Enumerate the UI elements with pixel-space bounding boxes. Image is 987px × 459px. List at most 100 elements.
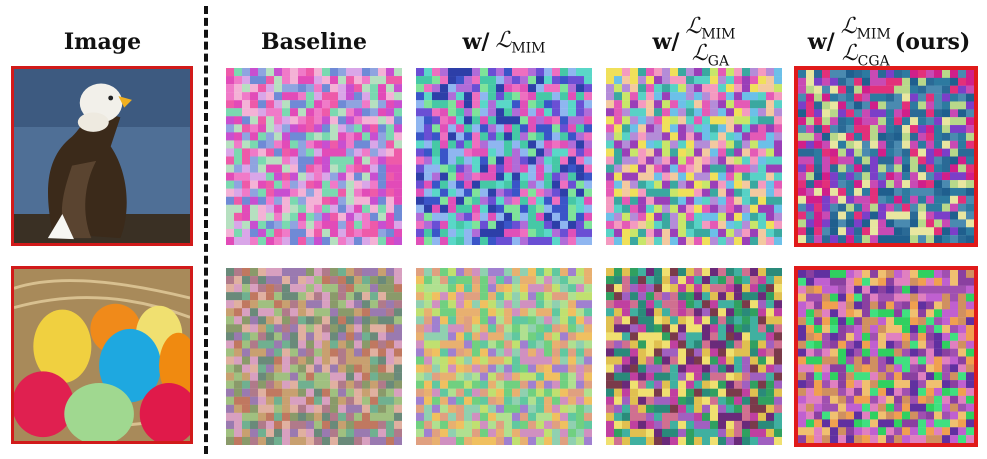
mosaic-cell [758, 276, 767, 285]
mosaic-cell [934, 356, 943, 365]
mosaic-cell [274, 404, 283, 413]
mosaic-cell [718, 332, 727, 341]
mosaic-cell [798, 403, 807, 412]
mosaic-cell [266, 156, 275, 165]
mosaic-cell [448, 412, 457, 422]
mosaic-cell [512, 124, 521, 133]
mosaic-cell [638, 292, 647, 301]
mosaic-cell [622, 428, 631, 438]
mosaic-cell [718, 132, 727, 141]
mosaic-cell [894, 235, 903, 243]
mosaic-cell [862, 195, 871, 204]
mosaic-cell [512, 412, 521, 422]
mosaic-cell [854, 340, 863, 349]
mosaic-cell [448, 172, 457, 181]
mosaic-cell [806, 317, 815, 326]
mosaic-cell [958, 164, 967, 173]
mosaic-cell [504, 404, 513, 413]
mosaic-cell [646, 180, 655, 189]
mosaic-cell [942, 411, 951, 420]
mosaic-cell [290, 92, 299, 101]
mosaic-cell [766, 156, 775, 165]
mosaic-cell [528, 436, 537, 445]
mosaic-cell [386, 372, 395, 381]
mosaic-cell [718, 228, 727, 238]
mosaic-cell [694, 380, 703, 389]
mosaic-cell [646, 84, 655, 93]
mosaic-cell [536, 316, 545, 325]
mosaic-cell [726, 108, 735, 117]
mosaic-cell [448, 388, 457, 397]
mosaic-cell [354, 116, 363, 125]
mosaic-cell [942, 203, 951, 212]
mosaic-cell [806, 187, 815, 196]
mosaic-cell [718, 92, 727, 101]
mosaic-cell [830, 270, 839, 279]
mosaic-cell [456, 268, 465, 277]
mosaic-cell [958, 387, 967, 396]
mosaic-cell [886, 156, 895, 165]
mosaic-cell [902, 277, 911, 286]
mosaic-cell [346, 396, 355, 405]
mosaic-cell [464, 84, 473, 93]
mosaic-cell [926, 156, 935, 165]
mosaic-cell [416, 396, 425, 405]
mosaic-cell [702, 236, 711, 245]
mosaic-cell [394, 308, 402, 317]
mosaic-cell [338, 292, 347, 301]
mosaic-cell [806, 156, 815, 165]
mosaic-cell [266, 340, 275, 349]
mosaic-cell [750, 76, 759, 85]
mosaic-cell [314, 76, 323, 85]
mosaic-cell [910, 172, 919, 181]
mosaic-cell [472, 108, 481, 117]
mosaic-cell [758, 324, 767, 333]
mosaic-cell [386, 100, 395, 109]
mosaic-cell [314, 132, 323, 141]
mosaic-cell [370, 84, 379, 93]
mosaic-cell [614, 228, 623, 238]
mosaic-cell [440, 212, 449, 222]
mosaic-cell [370, 220, 379, 230]
mosaic-cell [774, 156, 782, 165]
mosaic-cell [662, 388, 671, 397]
mosaic-cell [950, 156, 959, 165]
mosaic-cell [242, 308, 251, 317]
mosaic-cell [918, 419, 927, 428]
mosaic-cell [958, 285, 967, 294]
mosaic-cell [958, 270, 967, 279]
mosaic-cell [870, 309, 879, 318]
mosaic-cell [894, 395, 903, 404]
mosaic-cell [638, 116, 647, 125]
mosaic-cell [314, 364, 323, 373]
mosaic-cell [354, 412, 363, 422]
mosaic-cell [568, 236, 577, 245]
mosaic-cell [902, 211, 911, 220]
mosaic-cell [910, 109, 919, 118]
mosaic-cell [520, 148, 529, 157]
mosaic-cell [806, 125, 815, 134]
mosaic-cell [774, 428, 782, 438]
mosaic-cell [322, 84, 331, 93]
mosaic-cell [432, 324, 441, 333]
mosaic-cell [950, 270, 959, 279]
mosaic-cell [536, 108, 545, 117]
mosaic-cell [718, 180, 727, 189]
mosaic-cell [822, 309, 831, 318]
mosaic-cell [266, 116, 275, 125]
mosaic-cell [966, 148, 974, 157]
mosaic-cell [814, 309, 823, 318]
mosaic-cell [282, 428, 291, 438]
mosaic-cell [338, 92, 347, 101]
mosaic-cell [528, 212, 537, 222]
mosaic-cell [456, 348, 465, 357]
mosaic-cell [942, 340, 951, 349]
mosaic-cell [878, 195, 887, 204]
mosaic-cell [742, 84, 751, 93]
mosaic-cell [758, 76, 767, 85]
mosaic-cell [314, 268, 323, 277]
mosaic-cell [646, 380, 655, 389]
mosaic-cell [878, 70, 887, 79]
mosaic-cell [528, 292, 537, 301]
mosaic-cell [830, 148, 839, 157]
